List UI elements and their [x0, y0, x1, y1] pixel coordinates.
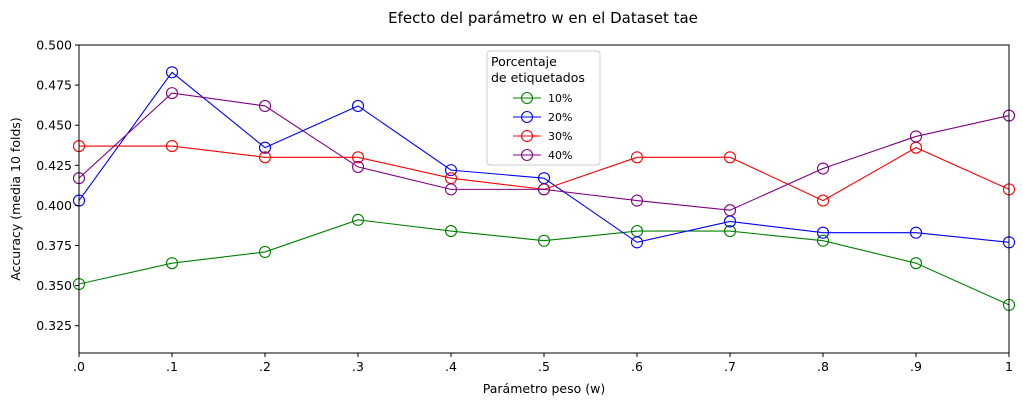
y-tick-label: 0.425: [36, 158, 72, 173]
legend: Porcentaje de etiquetados 10% 20% 30% 40%: [486, 50, 601, 166]
legend-marker: [520, 110, 534, 124]
y-tick-label: 0.475: [36, 78, 72, 93]
legend-label: 20%: [548, 111, 572, 124]
data-point: [351, 160, 365, 173]
data-point: [258, 141, 272, 154]
data-point: [444, 225, 458, 238]
x-tick-label: .0: [73, 359, 85, 374]
data-point: [351, 151, 365, 164]
series-line-20pct: [78, 71, 1010, 243]
y-tick-label: 0.325: [36, 318, 72, 333]
legend-title-line2: de etiquetados: [491, 70, 585, 85]
series-10pct: [72, 213, 1016, 311]
x-axis-label: Parámetro peso (w): [483, 381, 605, 396]
y-tick-label: 0.375: [36, 238, 72, 253]
legend-entry: 10%: [513, 91, 572, 105]
data-point: [165, 257, 179, 270]
x-tick-label: .9: [910, 359, 922, 374]
legend-label: 10%: [548, 92, 572, 105]
data-point: [909, 130, 923, 143]
data-point: [816, 194, 830, 207]
data-point: [165, 66, 179, 79]
y-axis-label: Accuracy (media 10 folds): [8, 117, 23, 281]
series-layer: [72, 66, 1016, 311]
data-point: [444, 164, 458, 177]
data-point: [630, 194, 644, 207]
data-point: [909, 257, 923, 270]
chart-title: Efecto del parámetro w en el Dataset tae: [388, 9, 698, 27]
y-tick-label: 0.350: [36, 278, 72, 293]
x-tick-label: .3: [352, 359, 364, 374]
legend-entries: 10% 20% 30% 40%: [513, 91, 572, 162]
data-point: [816, 234, 830, 247]
series-40pct: [72, 87, 1016, 217]
legend-marker: [520, 91, 534, 105]
legend-label: 30%: [548, 130, 572, 143]
x-tick-label: .8: [817, 359, 829, 374]
y-tick-label: 0.500: [36, 38, 72, 53]
legend-entry: 30%: [513, 129, 572, 143]
data-point: [537, 183, 551, 196]
x-tick-label: 1: [1005, 359, 1013, 374]
data-point: [351, 213, 365, 226]
data-point: [537, 234, 551, 247]
data-point: [165, 140, 179, 153]
legend-marker: [520, 148, 534, 162]
legend-entry: 40%: [513, 148, 572, 162]
legend-title-line1: Porcentaje: [491, 54, 557, 69]
data-point: [816, 226, 830, 239]
data-point: [258, 151, 272, 164]
x-tick-label: .2: [259, 359, 271, 374]
data-point: [630, 236, 644, 249]
data-point: [630, 151, 644, 164]
legend-label: 40%: [548, 149, 572, 162]
y-tick-label: 0.400: [36, 198, 72, 213]
y-axis: 0.325 0.350 0.375 0.400 0.425 0.450 0.475 0.500: [36, 38, 79, 333]
data-point: [816, 162, 830, 175]
data-point: [258, 99, 272, 113]
x-tick-label: .7: [724, 359, 736, 374]
data-point: [909, 226, 923, 239]
legend-entry: 20%: [513, 110, 572, 124]
data-point: [165, 87, 179, 100]
data-point: [723, 151, 737, 164]
y-tick-label: 0.450: [36, 118, 72, 133]
data-point: [723, 225, 737, 238]
x-axis: .0 .1 .2 .3 .4 .5 .6 .7 .8 .9 1: [73, 353, 1013, 374]
series-line-10pct: [78, 219, 1010, 306]
series-line-40pct: [78, 92, 1010, 211]
data-point: [351, 99, 365, 113]
data-point: [723, 204, 737, 217]
x-tick-label: .4: [445, 359, 457, 374]
x-tick-label: .5: [538, 359, 550, 374]
data-point: [444, 183, 458, 196]
legend-marker: [520, 129, 534, 143]
x-tick-label: .1: [166, 359, 178, 374]
x-tick-label: .6: [631, 359, 643, 374]
data-point: [258, 245, 272, 258]
